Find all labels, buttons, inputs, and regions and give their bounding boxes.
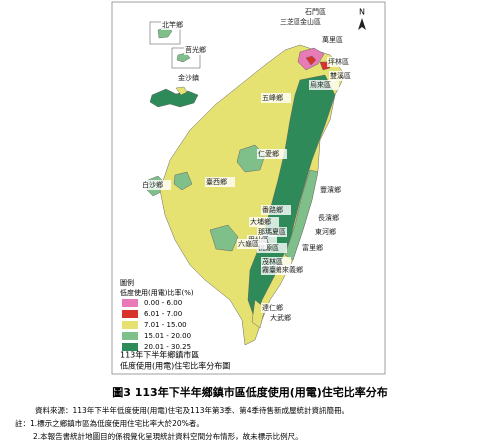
legend-label: 20.01 - 30.25 — [144, 343, 191, 351]
label-box — [317, 213, 347, 223]
label-box — [261, 257, 291, 267]
note: 資料來源：113年下半年低度使用(用電)住宅及113年第3季、第4季待售新成屋統… — [35, 405, 349, 415]
label-box — [299, 17, 329, 27]
label-box — [257, 243, 287, 253]
label-box — [279, 17, 309, 27]
township-label: 長濱鄉 — [318, 213, 339, 222]
label-box — [319, 185, 349, 195]
label-box — [314, 227, 344, 237]
label-box — [249, 217, 279, 227]
township-label: 東河鄉 — [315, 227, 336, 236]
label-box — [237, 239, 267, 249]
township-label: 豐濱鄉 — [320, 185, 341, 194]
township-label: 五峰鄉 — [262, 93, 283, 102]
township-label: 三芝區 — [280, 17, 301, 26]
township-label: 雙溪區 — [330, 71, 351, 80]
legend-swatch — [122, 321, 138, 329]
township-label: 大埔鄉 — [250, 217, 271, 226]
township-label: 達仁鄉 — [262, 303, 283, 312]
township-label: 金沙鎮 — [178, 73, 199, 82]
label-box — [304, 7, 334, 17]
legend-swatch — [122, 343, 138, 351]
legend-heading: 圖例 — [120, 278, 134, 287]
township-label: 那瑪夏區 — [258, 228, 286, 236]
label-box — [269, 313, 299, 323]
township-label: 來義鄉 — [282, 265, 303, 274]
north-label: N — [359, 8, 365, 17]
township-label: 石門區 — [305, 8, 326, 16]
township-label: 大武鄉 — [270, 313, 291, 322]
township-label: 富里鄉 — [302, 243, 323, 252]
label-box — [261, 205, 291, 215]
legend-label: 7.01 - 15.00 — [144, 321, 187, 329]
township-label: 番路鄉 — [262, 205, 283, 214]
township-label: 北竿鄉 — [162, 20, 183, 29]
label-box — [257, 227, 287, 237]
label-box — [161, 20, 191, 30]
township-label: 金山區 — [300, 17, 321, 26]
label-box — [281, 265, 311, 275]
township-label: 萬里區 — [322, 35, 343, 44]
township-label: 莒光鄉 — [185, 45, 206, 54]
township-label: 白沙鄉 — [142, 180, 163, 189]
township-label: 桃源區 — [258, 243, 279, 252]
label-box — [205, 177, 235, 187]
legend-swatch — [122, 332, 138, 340]
township-label: 臺西鄉 — [206, 177, 227, 186]
label-box — [327, 57, 357, 67]
map-title: 低度使用(用電)住宅比率分布圖 — [120, 361, 230, 371]
label-box — [177, 73, 207, 83]
caption: 圖3 113年下半年鄉鎮市區低度使用(用電)住宅比率分布 — [112, 385, 388, 399]
township-label: 霧臺鄉 — [262, 265, 283, 274]
legend-swatch — [122, 299, 138, 307]
north-arrow: N — [358, 8, 366, 30]
township-label: 仁愛鄉 — [258, 149, 279, 158]
note: 註：1.標示之鄉鎮市區為低度使用住宅比率大於20%者。 — [15, 418, 204, 428]
legend-swatch — [122, 310, 138, 318]
label-box — [301, 243, 331, 253]
label-box — [141, 180, 171, 190]
legend-label: 15.01 - 20.00 — [144, 332, 191, 340]
note: 2.本報告書統計地圖目的係視覺化呈現統計資料空間分布情形，故未標示比例尺。 — [33, 431, 303, 441]
township-label: 六龜區 — [238, 239, 259, 248]
label-box — [261, 303, 291, 313]
map-title: 113年下半年鄉鎮市區 — [120, 350, 199, 360]
township-label: 坪林區 — [328, 57, 349, 66]
township-label: 烏來區 — [310, 80, 331, 89]
label-box — [257, 149, 287, 159]
label-box — [184, 45, 214, 55]
label-box — [321, 35, 351, 45]
legend-title: 低度使用(用電)比率(%) — [120, 288, 194, 297]
label-box — [329, 71, 359, 81]
legend-label: 0.00 - 6.00 — [144, 299, 182, 307]
label-box — [309, 80, 339, 90]
township-label: 茂林區 — [262, 257, 283, 266]
label-box — [261, 265, 291, 275]
label-box — [261, 93, 291, 103]
legend-label: 6.01 - 7.00 — [144, 310, 182, 318]
